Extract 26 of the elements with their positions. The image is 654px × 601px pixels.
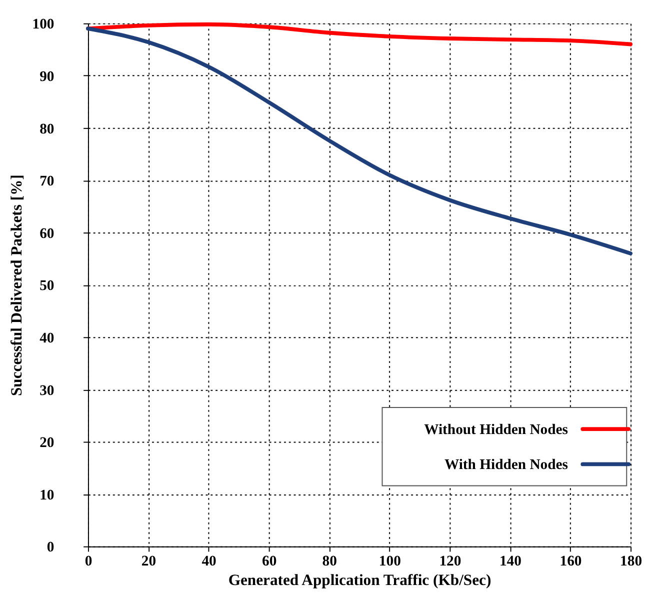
y-tick-label: 50 [40, 278, 54, 294]
x-tick-label: 20 [141, 553, 156, 570]
y-tick-label: 70 [40, 174, 54, 190]
y-tick-label: 30 [40, 382, 54, 399]
legend-label: Without Hidden Nodes [424, 422, 568, 438]
x-tick-label: 160 [560, 553, 582, 570]
y-tick-label: 0 [46, 540, 54, 556]
y-tick-label: 20 [40, 435, 54, 452]
line-series [86, 26, 632, 256]
x-tick-label: 80 [322, 553, 337, 570]
y-tick-label: 100 [32, 16, 54, 33]
y-tick-label: 80 [40, 121, 54, 138]
legend-label: With Hidden Nodes [444, 457, 568, 474]
x-tick-label: 180 [620, 553, 642, 570]
x-tick-label: 0 [84, 553, 92, 570]
y-tick-label: 60 [40, 226, 54, 242]
x-tick-label: 60 [262, 553, 277, 570]
y-tick-label: 90 [40, 69, 54, 86]
y-tick-label: 40 [40, 330, 54, 347]
y-tick-label: 10 [40, 487, 54, 504]
y-axis-title: Successful Delivered Packets [%] [8, 174, 26, 396]
x-tick-label: 140 [499, 553, 522, 570]
x-tick-label: 100 [378, 553, 401, 570]
x-axis-title: Generated Application Traffic (Kb/Sec) [228, 572, 492, 589]
x-tick-label: 120 [439, 553, 462, 570]
x-tick-label: 40 [202, 553, 216, 570]
